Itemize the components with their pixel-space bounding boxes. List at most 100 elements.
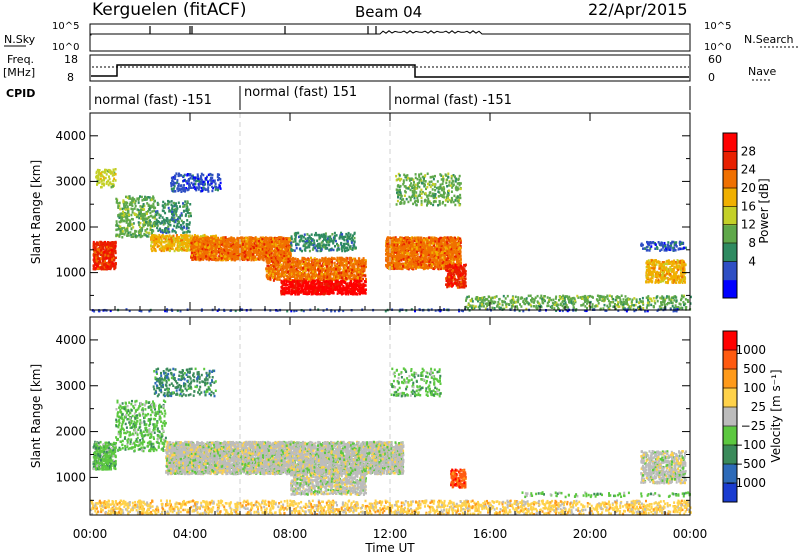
echo-cell bbox=[107, 179, 110, 183]
echo-cell bbox=[290, 244, 293, 247]
echo-cell bbox=[127, 234, 130, 237]
echo-cell bbox=[328, 258, 331, 261]
echo-cell bbox=[191, 234, 194, 238]
echo-cell bbox=[290, 237, 293, 241]
echo-cell bbox=[166, 245, 169, 248]
echo-cell bbox=[96, 168, 99, 172]
echo-cell bbox=[126, 217, 129, 220]
echo-cell bbox=[204, 241, 207, 244]
echo-cell bbox=[329, 235, 332, 239]
echo-cell bbox=[183, 234, 186, 237]
echo-cell bbox=[109, 260, 112, 263]
echo-cell bbox=[188, 212, 191, 215]
echo-cell bbox=[158, 220, 161, 224]
echo-cell bbox=[296, 272, 299, 276]
echo-cell bbox=[278, 278, 281, 281]
echo-cell bbox=[153, 222, 155, 225]
echo-cell bbox=[351, 264, 354, 267]
echo-cell bbox=[283, 270, 286, 274]
echo-cell bbox=[307, 258, 310, 261]
echo-cell bbox=[181, 244, 184, 247]
echo-cell bbox=[162, 209, 165, 213]
echo-cell bbox=[98, 171, 100, 174]
echo-cell bbox=[182, 236, 185, 239]
echo-cell bbox=[290, 265, 293, 269]
echo-cell bbox=[346, 240, 349, 243]
echo-cell bbox=[149, 198, 152, 202]
echo-cell bbox=[347, 236, 350, 240]
echo-cell bbox=[267, 247, 270, 250]
echo-cell bbox=[92, 241, 95, 245]
echo-cell bbox=[143, 204, 146, 208]
echo-cell bbox=[164, 203, 167, 207]
echo-cell bbox=[155, 218, 158, 221]
echo-cell bbox=[133, 232, 136, 235]
echo-cell bbox=[144, 223, 147, 227]
echo-cell bbox=[129, 231, 132, 234]
echo-cell bbox=[169, 218, 172, 222]
echo-cell bbox=[172, 217, 175, 220]
echo-cell bbox=[344, 249, 346, 253]
echo-cell bbox=[112, 179, 115, 183]
echo-cell bbox=[269, 250, 272, 253]
echo-cell bbox=[202, 258, 205, 261]
echo-cell bbox=[341, 233, 344, 236]
echo-cell bbox=[320, 241, 323, 244]
echo-cell bbox=[145, 196, 148, 199]
echo-cell bbox=[135, 213, 138, 216]
echo-cell bbox=[172, 234, 175, 238]
echo-cell bbox=[298, 240, 301, 243]
echo-cell bbox=[335, 267, 337, 271]
echo-cell bbox=[93, 252, 96, 256]
echo-cell bbox=[194, 242, 197, 246]
echo-cell bbox=[123, 203, 126, 206]
echo-cell bbox=[139, 233, 142, 237]
echo-cell bbox=[345, 242, 348, 245]
echo-cell bbox=[140, 212, 142, 216]
echo-cell bbox=[301, 256, 304, 260]
echo-cell bbox=[125, 227, 128, 231]
echo-cell bbox=[124, 228, 127, 232]
echo-cell bbox=[122, 200, 125, 204]
echo-cell bbox=[274, 263, 277, 266]
echo-cell bbox=[334, 239, 337, 243]
echo-cell bbox=[158, 213, 161, 216]
echo-cell bbox=[246, 258, 249, 262]
echo-cell bbox=[336, 275, 339, 278]
echo-cell bbox=[151, 216, 154, 219]
echo-cell bbox=[275, 244, 278, 247]
echo-cell bbox=[109, 252, 112, 256]
echo-cell bbox=[187, 208, 190, 211]
echo-cell bbox=[287, 260, 290, 264]
echo-cell bbox=[313, 276, 316, 280]
echo-cell bbox=[140, 217, 142, 220]
echo-cell bbox=[168, 200, 171, 204]
echo-cell bbox=[331, 233, 334, 236]
echo-cell bbox=[120, 218, 123, 222]
echo-cell bbox=[105, 245, 108, 249]
echo-cell bbox=[292, 268, 295, 272]
nave-tick-top: 60 bbox=[708, 53, 722, 66]
echo-cell bbox=[175, 209, 178, 212]
echo-cell bbox=[158, 247, 161, 251]
echo-cell bbox=[294, 235, 297, 239]
echo-cell bbox=[168, 240, 171, 243]
echo-cell bbox=[302, 270, 304, 274]
echo-cell bbox=[190, 242, 193, 245]
echo-cell bbox=[140, 208, 142, 211]
echo-cell bbox=[173, 238, 176, 241]
echo-cell bbox=[133, 198, 136, 201]
echo-cell bbox=[171, 247, 174, 251]
echo-cell bbox=[211, 237, 214, 240]
freq-label-2: [MHz] bbox=[3, 66, 35, 79]
echo-cell bbox=[178, 245, 181, 249]
cpid-segment-1: normal (fast) -151 bbox=[94, 93, 212, 108]
echo-cell bbox=[215, 236, 218, 240]
cpid-panel: CPID normal (fast) -151 normal (fast) 15… bbox=[6, 85, 691, 110]
echo-cell bbox=[217, 258, 220, 262]
echo-cell bbox=[182, 205, 185, 208]
echo-cell bbox=[315, 273, 318, 277]
echo-cell bbox=[272, 273, 274, 276]
echo-cell bbox=[289, 274, 291, 277]
echo-cell bbox=[98, 246, 101, 249]
